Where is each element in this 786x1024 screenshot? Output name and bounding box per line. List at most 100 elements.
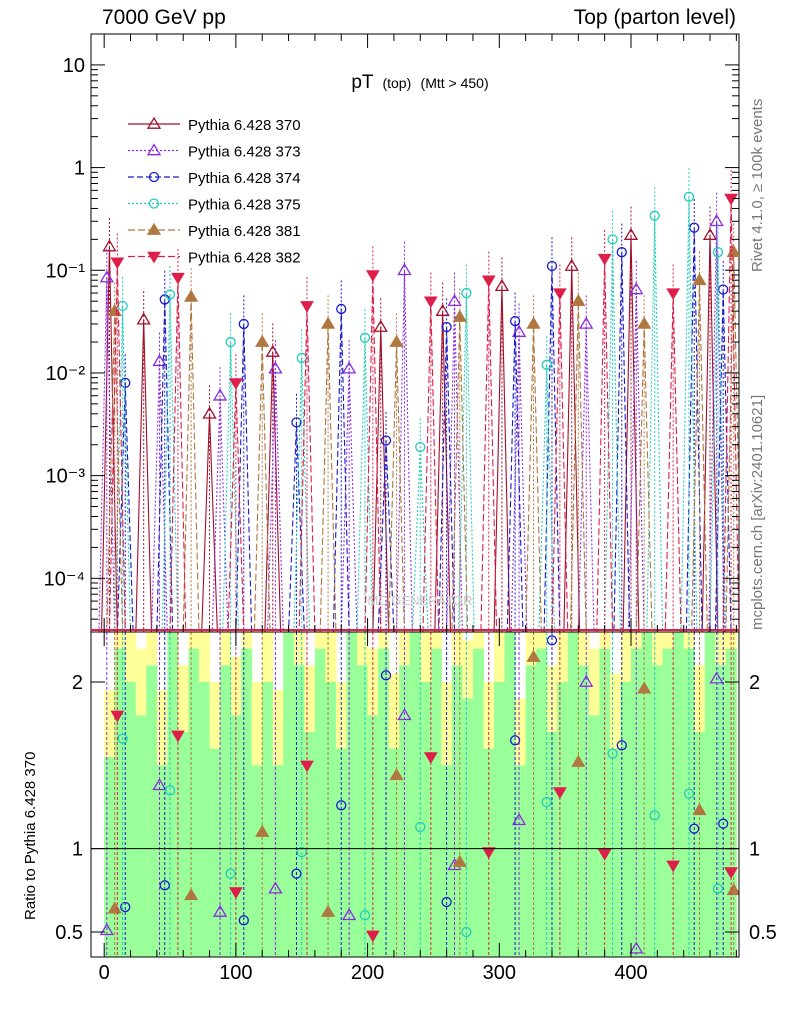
ratio-series-375 bbox=[117, 632, 724, 957]
data-point bbox=[461, 287, 472, 299]
ratio-point bbox=[616, 740, 627, 751]
legend-label: Pythia 6.428 375 bbox=[188, 197, 301, 214]
series-373 bbox=[98, 192, 726, 632]
data-point bbox=[320, 316, 336, 329]
band-green bbox=[430, 648, 442, 957]
data-point bbox=[415, 441, 426, 453]
ratio-point bbox=[718, 818, 729, 829]
data-point bbox=[629, 282, 644, 295]
data-point bbox=[136, 312, 151, 325]
data-point bbox=[380, 435, 392, 446]
band-green bbox=[209, 748, 221, 957]
ratio-point bbox=[300, 760, 314, 773]
ratio-point bbox=[579, 674, 594, 687]
data-point bbox=[225, 336, 236, 348]
data-point bbox=[441, 321, 452, 333]
ratio-point bbox=[571, 754, 586, 767]
legend-item: Pythia 6.428 373 bbox=[128, 143, 301, 161]
mcplots-label: mcplots.cern.ch [arXiv:2401.10621] bbox=[749, 394, 766, 630]
band-green bbox=[399, 665, 411, 957]
band-green bbox=[588, 715, 600, 957]
data-point bbox=[99, 270, 114, 283]
data-point bbox=[511, 324, 527, 337]
legend-item: Pythia 6.428 382 bbox=[128, 250, 301, 267]
band-green bbox=[346, 632, 358, 957]
data-point bbox=[238, 318, 249, 330]
band-green bbox=[515, 765, 527, 957]
ratio-point bbox=[296, 846, 307, 858]
band-green bbox=[494, 682, 506, 957]
data-point bbox=[692, 272, 707, 286]
ratio-axes: 0.5 0.5 1 1 2 2 bbox=[55, 672, 777, 944]
data-point bbox=[571, 293, 586, 307]
ratio-point bbox=[637, 681, 652, 694]
data-point bbox=[202, 406, 217, 419]
legend-item: Pythia 6.428 375 bbox=[128, 197, 301, 214]
band-green bbox=[230, 715, 242, 957]
series-line bbox=[106, 252, 739, 632]
ratio-point bbox=[649, 810, 660, 821]
band-green bbox=[325, 682, 337, 957]
data-point bbox=[541, 359, 552, 370]
legend-label: Pythia 6.428 370 bbox=[188, 117, 301, 134]
data-point bbox=[579, 316, 594, 329]
data-point bbox=[296, 352, 307, 364]
band-green bbox=[420, 682, 432, 957]
data-point bbox=[265, 344, 280, 357]
band-green bbox=[283, 632, 295, 957]
ratio-point bbox=[99, 923, 114, 936]
ratio-y-tick-label-right: 1 bbox=[749, 839, 760, 861]
ratio-point bbox=[509, 735, 521, 746]
band-green bbox=[314, 648, 326, 957]
data-point bbox=[291, 417, 302, 428]
rivet-label: Rivet 4.1.0, ≥ 100k events bbox=[749, 98, 766, 272]
ratio-plot-frame bbox=[90, 631, 740, 958]
ratio-point bbox=[415, 821, 426, 833]
ratio-point bbox=[212, 904, 228, 917]
data-point bbox=[300, 301, 314, 313]
ratio-point bbox=[255, 824, 270, 837]
ratio-point bbox=[553, 787, 567, 799]
data-point bbox=[152, 353, 167, 367]
data-point bbox=[397, 262, 412, 276]
data-point bbox=[447, 293, 462, 307]
ratio-point bbox=[607, 748, 618, 759]
band-green bbox=[609, 748, 621, 957]
data-point bbox=[336, 303, 347, 315]
legend-marker bbox=[146, 116, 162, 129]
main-plot-series bbox=[91, 168, 739, 632]
ratio-point bbox=[689, 823, 700, 834]
band-green bbox=[462, 698, 474, 957]
band-green bbox=[177, 732, 189, 957]
band-green bbox=[199, 682, 211, 957]
band-green bbox=[472, 648, 484, 957]
data-point bbox=[726, 244, 739, 258]
ratio-y-tick-label: 2 bbox=[72, 672, 83, 694]
ratio-point bbox=[365, 930, 380, 943]
ratio-point bbox=[164, 785, 176, 796]
data-point bbox=[102, 239, 117, 252]
y-tick-label: 10⁻³ bbox=[46, 466, 86, 488]
ratio-point bbox=[229, 887, 243, 899]
ratio-point bbox=[597, 848, 612, 861]
band-green bbox=[357, 665, 369, 957]
data-point bbox=[342, 361, 357, 374]
band-green bbox=[125, 682, 137, 957]
band-green bbox=[378, 648, 390, 957]
ratio-point bbox=[183, 888, 199, 901]
data-point bbox=[423, 296, 438, 309]
main-y-axis: 10 1 10⁻¹ 10⁻² 10⁻³ 10⁻⁴ bbox=[44, 33, 739, 633]
ratio-point bbox=[152, 778, 167, 791]
ratio-point bbox=[683, 788, 695, 799]
ratio-point bbox=[342, 908, 357, 921]
title-main: pT bbox=[351, 72, 374, 93]
ratio-point bbox=[461, 926, 472, 938]
band-green bbox=[220, 665, 232, 957]
data-point bbox=[268, 361, 283, 374]
data-point bbox=[526, 316, 541, 329]
ratio-y-tick-label: 0.5 bbox=[55, 922, 83, 944]
ratio-point bbox=[441, 896, 452, 908]
legend-marker bbox=[148, 198, 160, 209]
data-point bbox=[452, 309, 467, 322]
data-point bbox=[389, 334, 404, 347]
